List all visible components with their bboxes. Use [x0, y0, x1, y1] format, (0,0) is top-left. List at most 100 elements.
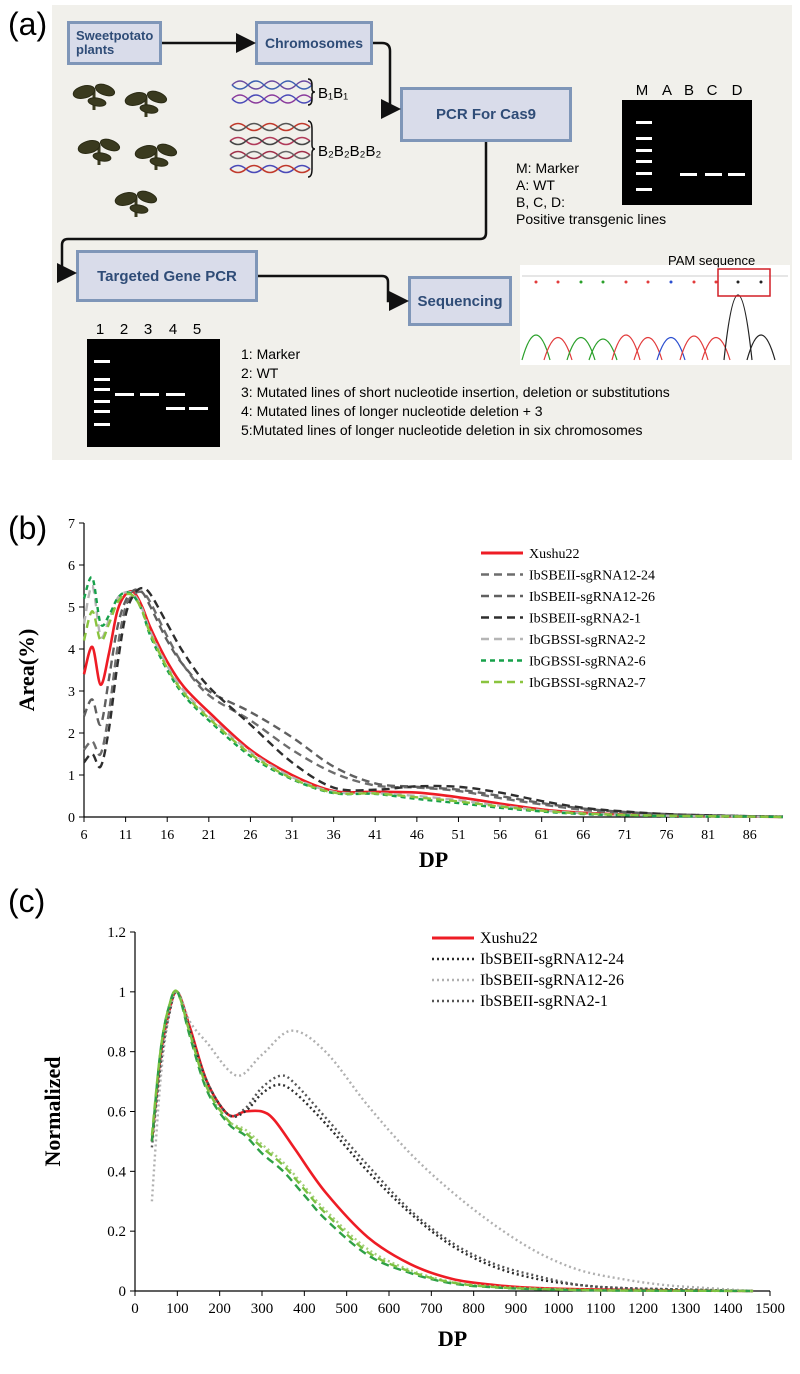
sweetpotato-plants-label: Sweetpotato plants [76, 28, 154, 57]
gel1-lane-c: C [706, 82, 718, 99]
legend-label: IbGBSSI-sgRNA2-7 [529, 676, 646, 691]
x-tick-label: 1200 [628, 1301, 658, 1317]
gel1-lane-d: D [731, 82, 743, 99]
y-tick-label: 7 [68, 517, 75, 532]
flow-arrows [57, 33, 790, 365]
x-tick-label: 16 [160, 828, 174, 843]
y-axis-label: Normalized [40, 1057, 65, 1167]
y-tick-label: 1 [68, 769, 75, 784]
x-tick-label: 1300 [670, 1301, 700, 1317]
y-tick-label: 0.6 [107, 1105, 126, 1121]
gel1-lane-a: A [661, 82, 672, 99]
sequencing-box: Sequencing [408, 276, 512, 326]
series-line [150, 989, 754, 1293]
x-tick-label: 1500 [755, 1301, 785, 1317]
x-tick-label: 26 [243, 828, 257, 843]
x-tick-label: 66 [576, 828, 590, 843]
gel2-lane-3: 3 [143, 321, 153, 338]
gel1-legend: M: Marker A: WT B, C, D: Positive transg… [516, 160, 666, 228]
x-tick-label: 71 [618, 828, 632, 843]
legend-label: IbGBSSI-sgRNA2-6 [529, 655, 646, 670]
legend-label: IbSBEII-sgRNA12-26 [480, 972, 624, 989]
series-line [82, 592, 784, 819]
chromatogram [520, 265, 790, 365]
x-tick-label: 100 [166, 1301, 189, 1317]
x-tick-label: 86 [743, 828, 757, 843]
series-line [83, 586, 784, 818]
x-tick-label: 6 [81, 828, 88, 843]
b1-label: B₁B₁ [318, 85, 349, 102]
legend-label: IbSBEII-sgRNA12-24 [480, 951, 624, 968]
panel-c-label: (c) [8, 883, 46, 919]
y-tick-label: 0 [119, 1284, 127, 1300]
x-tick-label: 1400 [713, 1301, 743, 1317]
gel2-legend-1: 1: Marker [241, 346, 301, 362]
x-tick-label: 300 [251, 1301, 274, 1317]
y-tick-label: 0.4 [107, 1164, 126, 1180]
legend-label: IbSBEII-sgRNA12-26 [529, 590, 655, 605]
gel1-legend-a: A: WT [516, 177, 555, 193]
x-tick-label: 46 [410, 828, 424, 843]
x-tick-label: 200 [208, 1301, 231, 1317]
x-tick-label: 900 [505, 1301, 528, 1317]
series-line [150, 990, 754, 1293]
plant-icon [77, 138, 121, 165]
b2-label: B₂B₂B₂B₂ [318, 143, 382, 160]
x-tick-label: 400 [293, 1301, 316, 1317]
pcr-cas9-label: PCR For Cas9 [435, 106, 537, 123]
arrow-pcr-to-targeted [57, 142, 488, 283]
y-tick-label: 1 [119, 985, 127, 1001]
gel2-legend: 1: Marker 2: WT 3: Mutated lines of shor… [241, 345, 670, 440]
targeted-gene-pcr-box: Targeted Gene PCR [76, 250, 258, 302]
x-tick-label: 31 [285, 828, 299, 843]
chromosomes-box: Chromosomes [255, 21, 373, 65]
x-axis-label: DP [438, 1326, 467, 1351]
base-call-marks [534, 280, 763, 284]
targeted-gene-pcr-label: Targeted Gene PCR [97, 267, 237, 285]
x-tick-label: 500 [335, 1301, 358, 1317]
panel-a-workflow: Sweetpotato plants Chromosomes PCR For C… [52, 5, 792, 460]
panel-b-label: (b) [8, 510, 48, 546]
x-tick-label: 800 [462, 1301, 485, 1317]
legend-label: IbSBEII-sgRNA2-1 [529, 612, 641, 627]
gel2-legend-2: 2: WT [241, 365, 279, 381]
x-tick-label: 21 [202, 828, 216, 843]
legend-label: IbGBSSI-sgRNA2-2 [529, 633, 646, 648]
series-line [82, 575, 784, 819]
x-tick-label: 1000 [543, 1301, 573, 1317]
y-tick-label: 6 [68, 559, 75, 574]
x-tick-label: 76 [660, 828, 674, 843]
gel2-legend-3: 3: Mutated lines of short nucleotide ins… [241, 384, 670, 400]
y-axis-label: Area(%) [14, 629, 39, 712]
legend-label: Xushu22 [480, 930, 538, 947]
sequencing-label: Sequencing [417, 292, 503, 310]
pam-highlight-box [717, 268, 771, 297]
plant-icon [72, 83, 116, 110]
y-tick-label: 1.2 [107, 925, 126, 941]
legend-label: Xushu22 [529, 547, 580, 562]
panel-a-label: (a) [8, 6, 48, 42]
y-tick-label: 5 [68, 601, 75, 616]
gel1-lane-m: M [635, 82, 649, 99]
sweetpotato-plants-box: Sweetpotato plants [67, 21, 162, 65]
y-tick-label: 3 [68, 685, 75, 700]
gel2-image [87, 339, 220, 447]
y-tick-label: 0 [68, 811, 75, 826]
pam-sequence-label: PAM sequence [668, 253, 756, 268]
legend-label: IbSBEII-sgRNA2-1 [480, 993, 608, 1010]
gel2-lane-1: 1 [95, 321, 105, 338]
chromosomes-label: Chromosomes [264, 35, 364, 51]
x-tick-label: 700 [420, 1301, 443, 1317]
gel2-legend-4: 4: Mutated lines of longer nucleotide de… [241, 403, 543, 419]
series-line [150, 990, 754, 1293]
gel2-lane-2: 2 [119, 321, 129, 338]
chromosome-b1-icon [231, 78, 316, 106]
x-tick-label: 41 [368, 828, 382, 843]
x-tick-label: 61 [535, 828, 549, 843]
x-tick-label: 51 [451, 828, 465, 843]
gel2-lane-5: 5 [192, 321, 202, 338]
gel2-legend-5: 5:Mutated lines of longer nucleotide del… [241, 422, 643, 438]
plant-icons [72, 83, 178, 217]
